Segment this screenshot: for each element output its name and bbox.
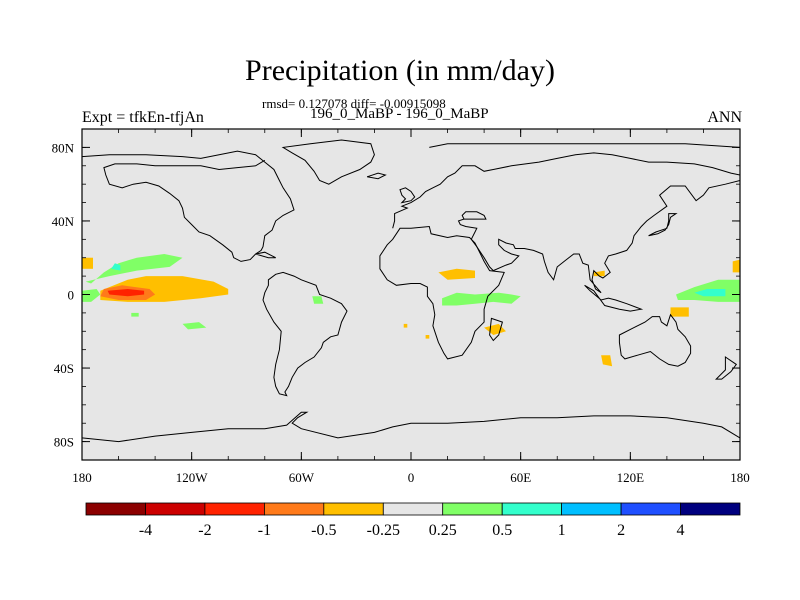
chart-title: Precipitation (in mm/day) (245, 54, 555, 87)
anomaly-region-8 (182, 322, 207, 330)
colorbar-swatch-8 (561, 502, 622, 516)
x-tick-label-1: 120W (176, 470, 209, 485)
stats-text: rmsd= 0.127078 diff= -0.00915098 (262, 96, 446, 111)
coastline-eurasia (429, 143, 740, 148)
colorbar-label-8: 2 (617, 522, 625, 539)
colorbar-label-6: 0.5 (492, 522, 512, 539)
anomaly-region-16 (593, 270, 605, 277)
anomaly-regions (82, 254, 740, 367)
colorbar-label-1: -2 (198, 522, 211, 539)
colorbar-label-5: 0.25 (429, 522, 457, 539)
anomaly-region-3 (85, 254, 183, 284)
colorbar-swatch-2 (204, 502, 265, 516)
colorbar-label-2: -1 (258, 522, 271, 539)
season-label: ANN (707, 109, 742, 126)
coastline-south-america (262, 271, 348, 397)
anomaly-region-20 (732, 259, 740, 273)
anomaly-region-10 (438, 268, 475, 280)
x-tick-label-0: 180 (72, 470, 92, 485)
colorbar-swatch-6 (442, 502, 503, 516)
y-tick-label-0: 80N (52, 140, 75, 155)
chart-subtitle: 196_0_MaBP - 196_0_MaBP (310, 106, 489, 122)
colorbar-swatch-3 (263, 502, 325, 516)
anomaly-region-6 (82, 257, 93, 269)
anomaly-region-18 (694, 289, 726, 297)
colorbar: -4 -2 -1 -0.5 -0.25 0.25 0.5 1 2 4 (85, 502, 741, 539)
x-tick-label-2: 60W (289, 470, 315, 485)
colorbar-label-0: -4 (139, 522, 152, 539)
coastline-americas (82, 150, 295, 262)
anomaly-region-7 (131, 312, 139, 317)
coastline-new-zealand (714, 356, 738, 380)
anomaly-region-14 (425, 335, 430, 339)
anomaly-region-2 (107, 289, 145, 297)
coastlines (82, 139, 740, 443)
coastline-indonesia (584, 284, 644, 312)
y-tick-label-3: 40S (54, 361, 74, 376)
anomaly-region-12 (484, 323, 506, 335)
anomaly-region-5 (82, 289, 101, 302)
anomaly-region-15 (601, 355, 613, 367)
x-tick-label-6: 180 (730, 470, 750, 485)
x-tick-label-5: 120E (617, 470, 645, 485)
anomaly-region-19 (670, 307, 689, 317)
coastline-madagascar (489, 317, 504, 342)
coastline-australia (618, 313, 692, 367)
colorbar-swatch-1 (145, 502, 206, 516)
x-tick-label-3: 0 (408, 470, 415, 485)
colorbar-label-4: -0.25 (367, 522, 400, 539)
x-tick-label-4: 60E (510, 470, 531, 485)
colorbar-swatch-10 (680, 502, 741, 516)
coastline-british-isles (399, 187, 416, 204)
coastline-europe-asia-west (392, 152, 740, 229)
coastline-asia-east (457, 180, 740, 294)
anomaly-region-13 (403, 323, 408, 328)
colorbar-swatch-0 (85, 502, 146, 516)
anomaly-region-11 (442, 292, 521, 306)
coastline-greenland (281, 139, 375, 185)
y-tick-label-2: 0 (68, 288, 75, 303)
colorbar-swatch-5 (382, 502, 444, 516)
coastline-antarctica (82, 411, 740, 443)
experiment-label: Expt = tfkEn-tfjAn (82, 109, 204, 126)
colorbar-label-3: -0.5 (311, 522, 336, 539)
coastline-cuba (255, 251, 276, 259)
axis-ticks: 180 120W 60W 0 60E 120E 180 80N 40N 0 40S 80S (52, 129, 750, 485)
y-tick-label-1: 40N (52, 214, 75, 229)
colorbar-swatch-9 (620, 502, 681, 516)
colorbar-label-7: 1 (558, 522, 566, 539)
anomaly-region-9 (312, 296, 324, 304)
colorbar-swatch-7 (501, 502, 563, 516)
colorbar-swatch-4 (323, 502, 384, 516)
colorbar-label-9: 4 (677, 522, 685, 539)
coastline-africa (379, 225, 505, 360)
y-tick-label-4: 80S (54, 435, 74, 450)
anomaly-region-4 (111, 263, 121, 271)
coastline-japan (648, 213, 678, 237)
coastline-iceland (366, 172, 387, 180)
